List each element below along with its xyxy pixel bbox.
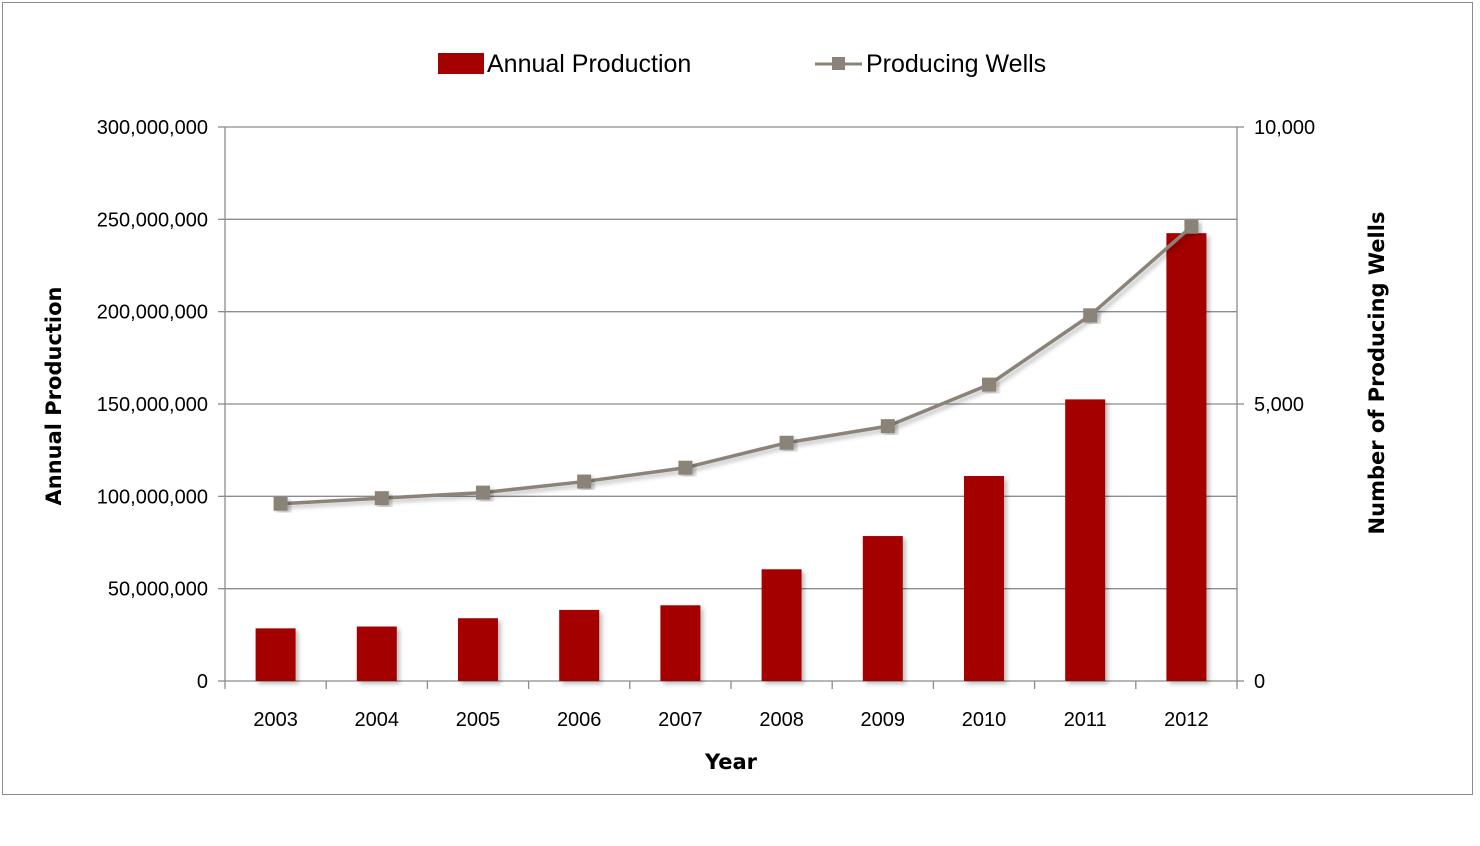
producing-wells-marker xyxy=(1184,219,1199,234)
left-tick-label: 50,000,000 xyxy=(108,579,208,601)
x-tick-label: 2004 xyxy=(355,709,400,731)
chart-frame xyxy=(2,2,1473,795)
x-tick-label: 2010 xyxy=(962,709,1007,731)
producing-wells-marker xyxy=(678,460,693,475)
x-tick-label: 2007 xyxy=(658,709,703,731)
bar xyxy=(458,618,498,681)
bar xyxy=(356,626,397,681)
producing-wells-marker xyxy=(880,419,895,434)
left-tick-label: 250,000,000 xyxy=(97,209,208,231)
right-tick-label: 5,000 xyxy=(1254,394,1304,416)
bars xyxy=(255,233,1207,681)
bar xyxy=(660,605,701,681)
right-axis-ticks: 0 5,000 10,000 xyxy=(1237,117,1315,693)
left-tick-label: 100,000,000 xyxy=(97,486,208,508)
x-tick-label: 2012 xyxy=(1164,709,1209,731)
left-tick-label: 300,000,000 xyxy=(97,117,208,139)
bar xyxy=(255,628,296,681)
line-series xyxy=(273,219,1199,511)
legend-label-annual-production: Annual Production xyxy=(487,50,691,78)
left-tick-label: 0 xyxy=(197,671,208,693)
bar xyxy=(964,476,1004,681)
x-axis-title: Year xyxy=(704,750,758,774)
x-tick-label: 2009 xyxy=(861,709,906,731)
right-tick-label: 0 xyxy=(1254,671,1265,693)
bar xyxy=(559,609,600,681)
producing-wells-marker xyxy=(374,491,389,506)
legend-swatch-annual-production xyxy=(438,53,484,74)
bar xyxy=(1065,399,1106,681)
x-tick-label: 2003 xyxy=(253,709,298,731)
producing-wells-marker xyxy=(273,496,288,511)
x-tick-label: 2011 xyxy=(1064,709,1107,731)
x-axis-ticks: 2003 2004 2005 2006 2007 2008 2009 2010 2011 2012 xyxy=(224,681,1238,731)
producing-wells-marker xyxy=(476,485,490,500)
producing-wells-marker xyxy=(982,377,996,392)
legend: Annual Production Producing Wells xyxy=(438,50,1046,78)
bar xyxy=(862,536,903,681)
bar xyxy=(761,569,802,681)
left-tick-label: 150,000,000 xyxy=(97,394,208,416)
left-axis-ticks: 0 50,000,000 100,000,000 150,000,000 200,000… xyxy=(97,117,225,693)
producing-wells-marker xyxy=(779,435,794,450)
x-tick-label: 2008 xyxy=(759,709,804,731)
y-axis-title: Annual Production xyxy=(42,286,66,505)
producing-wells-line xyxy=(280,225,1193,506)
legend-label-producing-wells: Producing Wells xyxy=(866,50,1046,78)
producing-wells-marker xyxy=(577,474,592,489)
x-tick-label: 2006 xyxy=(557,709,602,731)
bar xyxy=(1166,233,1207,681)
producing-wells-marker xyxy=(1083,308,1098,323)
x-tick-label: 2005 xyxy=(456,709,501,731)
left-tick-label: 200,000,000 xyxy=(97,302,208,324)
legend-marker-producing-wells xyxy=(832,57,845,70)
y2-axis-title: Number of Producing Wells xyxy=(1365,212,1389,535)
right-tick-label: 10,000 xyxy=(1254,117,1315,139)
